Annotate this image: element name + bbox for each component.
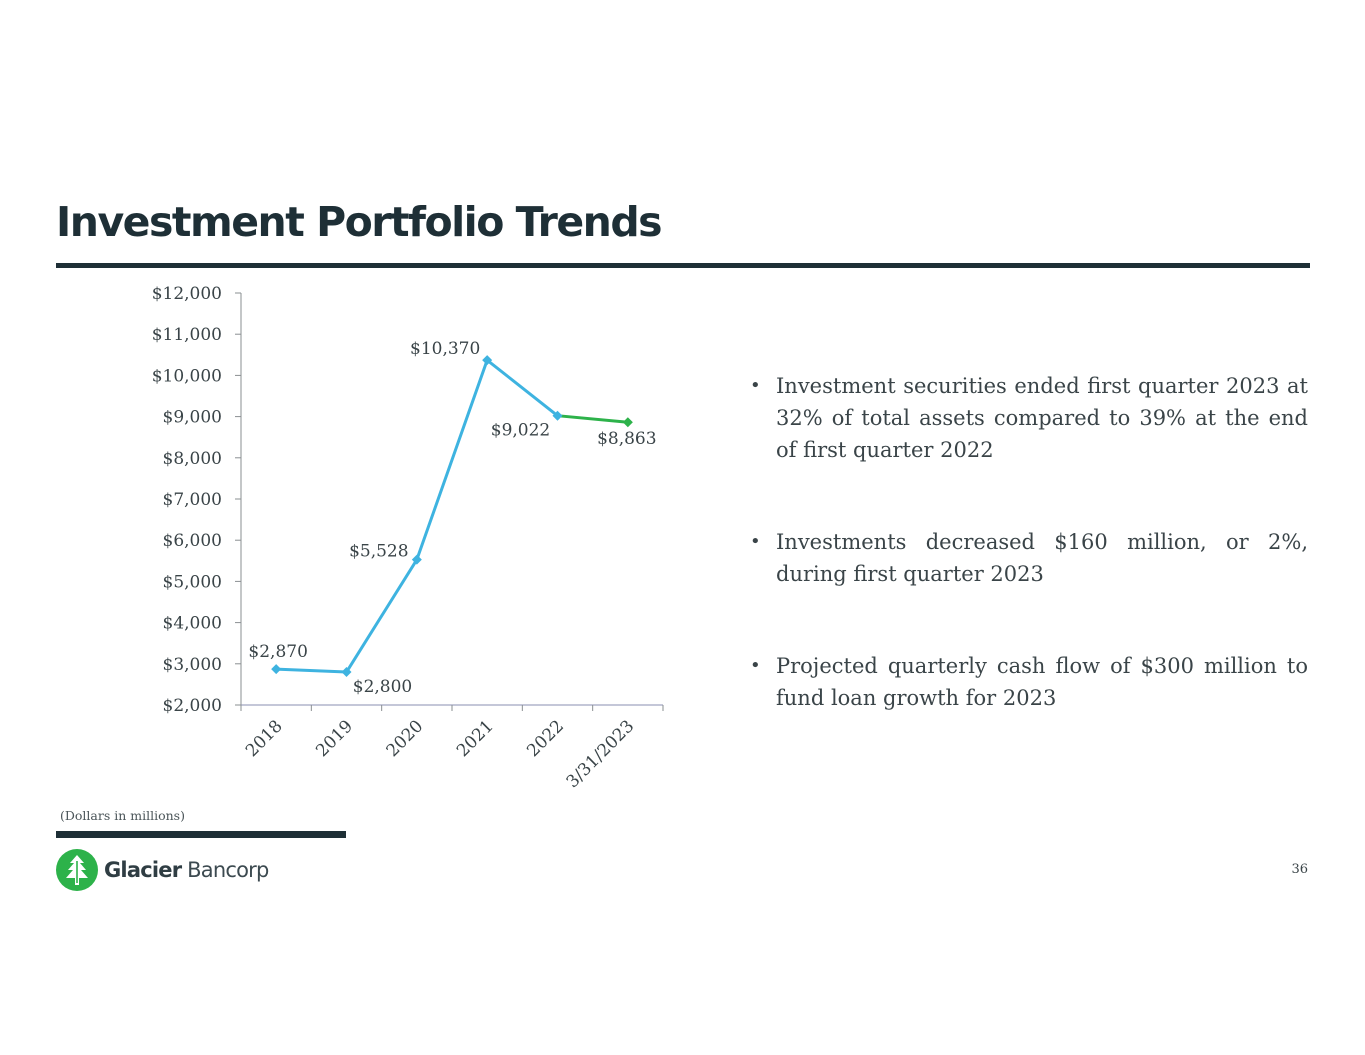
y-tick-label: $9,000 [163, 408, 222, 428]
data-point [411, 554, 422, 565]
x-tick-label: 2019 [312, 716, 357, 761]
y-tick-label: $7,000 [163, 490, 222, 510]
page-title: Investment Portfolio Trends [56, 198, 663, 246]
company-logo: Glacier Bancorp [56, 849, 269, 891]
bullet-text: Investment securities ended first quarte… [776, 374, 1308, 462]
data-label: $9,022 [491, 421, 550, 441]
y-tick-label: $2,000 [163, 696, 222, 716]
data-label: $5,528 [349, 542, 408, 562]
bullet-text: Projected quarterly cash flow of $300 mi… [776, 654, 1308, 710]
data-label: $8,863 [597, 429, 656, 449]
bullet-text: Investments decreased $160 million, or 2… [776, 530, 1308, 586]
series-line-segment [345, 558, 419, 674]
title-divider [56, 263, 1310, 268]
page-number: 36 [1291, 862, 1308, 877]
data-label: $10,370 [410, 339, 480, 359]
x-tick-label: 2021 [453, 716, 498, 761]
y-tick-label: $8,000 [163, 449, 222, 469]
series-line-segment [485, 358, 559, 418]
series-line-segment [556, 414, 630, 424]
y-tick-label: $4,000 [163, 614, 222, 634]
chart-svg: $2,000 $3,000 $4,000 $5,000 $6,000 $7,000 $8,0… [152, 284, 664, 792]
y-tick-label: $6,000 [163, 531, 222, 551]
bullet-icon: • [750, 531, 761, 552]
bullet-list: • Investment securities ended first quar… [750, 370, 1308, 714]
bullet-icon: • [750, 655, 761, 676]
x-tick-label: 3/31/2023 [563, 716, 639, 792]
bullet-icon: • [750, 375, 761, 396]
y-tick-label: $12,000 [152, 284, 222, 304]
glacier-tree-icon [56, 849, 98, 891]
y-tick-label: $3,000 [163, 655, 222, 675]
data-point [341, 667, 352, 678]
x-tick-label: 2020 [383, 716, 428, 761]
logo-name-strong: Glacier [104, 858, 182, 882]
x-tick-label: 2022 [523, 716, 568, 761]
chart-footnote: (Dollars in millions) [60, 808, 185, 823]
data-point [482, 355, 493, 366]
y-tick-label: $11,000 [152, 325, 222, 345]
data-label: $2,870 [248, 642, 307, 662]
data-point [271, 664, 282, 675]
data-point [622, 417, 633, 428]
series-line-segment [415, 358, 489, 562]
footer-divider [56, 831, 346, 838]
series-line-segment [274, 667, 348, 674]
investment-line-chart: $2,000 $3,000 $4,000 $5,000 $6,000 $7,000 $8,0… [56, 275, 706, 815]
logo-wordmark: Glacier Bancorp [104, 858, 269, 882]
x-tick-label: 2018 [242, 716, 287, 761]
data-point [552, 410, 563, 421]
y-tick-label: $5,000 [163, 572, 222, 592]
bullet-item: • Investments decreased $160 million, or… [750, 526, 1308, 590]
logo-name-light: Bancorp [187, 858, 269, 882]
bullet-item: • Investment securities ended first quar… [750, 370, 1308, 466]
data-label: $2,800 [353, 677, 412, 697]
bullet-item: • Projected quarterly cash flow of $300 … [750, 650, 1308, 714]
y-tick-label: $10,000 [152, 366, 222, 386]
